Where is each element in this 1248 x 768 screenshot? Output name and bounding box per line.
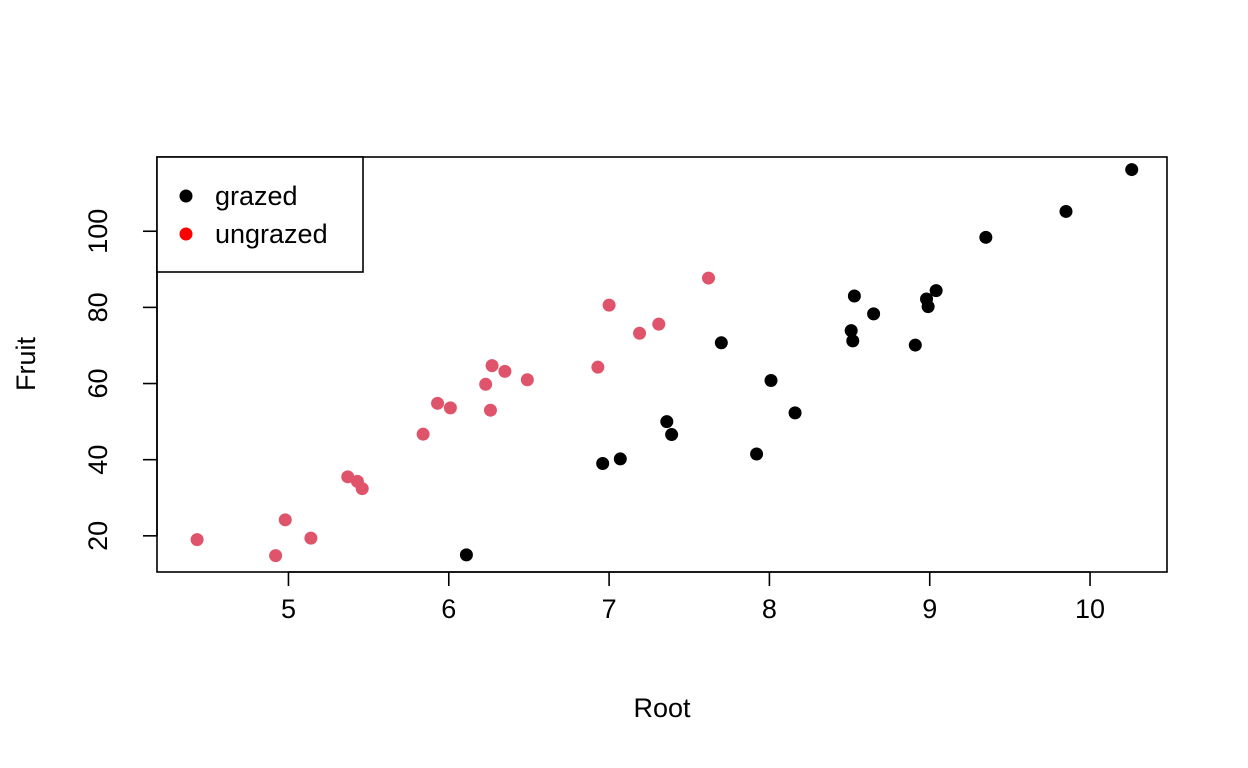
point-grazed xyxy=(847,289,861,303)
point-ungrazed xyxy=(701,271,715,285)
y-tick-label: 60 xyxy=(83,369,113,399)
point-grazed xyxy=(596,456,610,470)
point-grazed xyxy=(867,307,881,321)
legend-label-ungrazed: ungrazed xyxy=(215,219,328,249)
y-tick-label: 80 xyxy=(83,292,113,322)
point-ungrazed xyxy=(341,470,355,484)
point-ungrazed xyxy=(591,360,605,374)
point-ungrazed xyxy=(443,401,457,415)
x-tick-label: 8 xyxy=(762,594,777,624)
point-grazed xyxy=(1059,204,1073,218)
point-ungrazed xyxy=(278,513,292,527)
point-ungrazed xyxy=(483,403,497,417)
point-grazed xyxy=(613,452,627,466)
point-ungrazed xyxy=(431,396,445,410)
point-ungrazed xyxy=(485,359,499,373)
legend-label-grazed: grazed xyxy=(215,181,298,211)
point-grazed xyxy=(846,334,860,348)
point-ungrazed xyxy=(479,377,493,391)
point-grazed xyxy=(1125,163,1139,177)
y-tick-label: 40 xyxy=(83,445,113,475)
legend-marker-grazed xyxy=(179,189,193,203)
point-ungrazed xyxy=(602,298,616,312)
y-axis: 20 40 60 80 100 xyxy=(83,209,158,551)
point-grazed xyxy=(844,324,858,338)
legend-marker-ungrazed xyxy=(179,227,193,241)
point-grazed xyxy=(908,338,922,352)
x-axis-label: Root xyxy=(633,693,691,723)
legend-box xyxy=(156,156,364,273)
point-grazed xyxy=(764,373,778,387)
point-ungrazed xyxy=(304,531,318,545)
point-grazed xyxy=(979,230,993,244)
y-axis-label: Fruit xyxy=(11,337,41,391)
point-ungrazed xyxy=(498,364,512,378)
x-axis: 5 6 7 8 9 10 xyxy=(281,571,1105,624)
x-tick-label: 6 xyxy=(441,594,456,624)
legend: grazed ungrazed xyxy=(156,156,364,273)
point-grazed xyxy=(665,428,679,442)
point-grazed xyxy=(750,447,764,461)
point-ungrazed xyxy=(520,373,534,387)
x-tick-label: 5 xyxy=(281,594,296,624)
x-tick-label: 7 xyxy=(602,594,617,624)
point-grazed xyxy=(929,284,943,298)
y-tick-label: 100 xyxy=(83,209,113,254)
point-ungrazed xyxy=(652,317,666,331)
point-ungrazed xyxy=(355,482,369,496)
point-grazed xyxy=(459,548,473,562)
point-ungrazed xyxy=(633,326,647,340)
y-tick-label: 20 xyxy=(83,521,113,551)
data-points xyxy=(190,163,1139,563)
point-ungrazed xyxy=(269,549,283,563)
point-grazed xyxy=(921,300,935,314)
x-tick-label: 9 xyxy=(922,594,937,624)
point-grazed xyxy=(788,406,802,420)
x-tick-label: 10 xyxy=(1075,594,1105,624)
point-grazed xyxy=(660,415,674,429)
point-ungrazed xyxy=(190,533,204,547)
point-ungrazed xyxy=(416,427,430,441)
point-grazed xyxy=(714,336,728,350)
